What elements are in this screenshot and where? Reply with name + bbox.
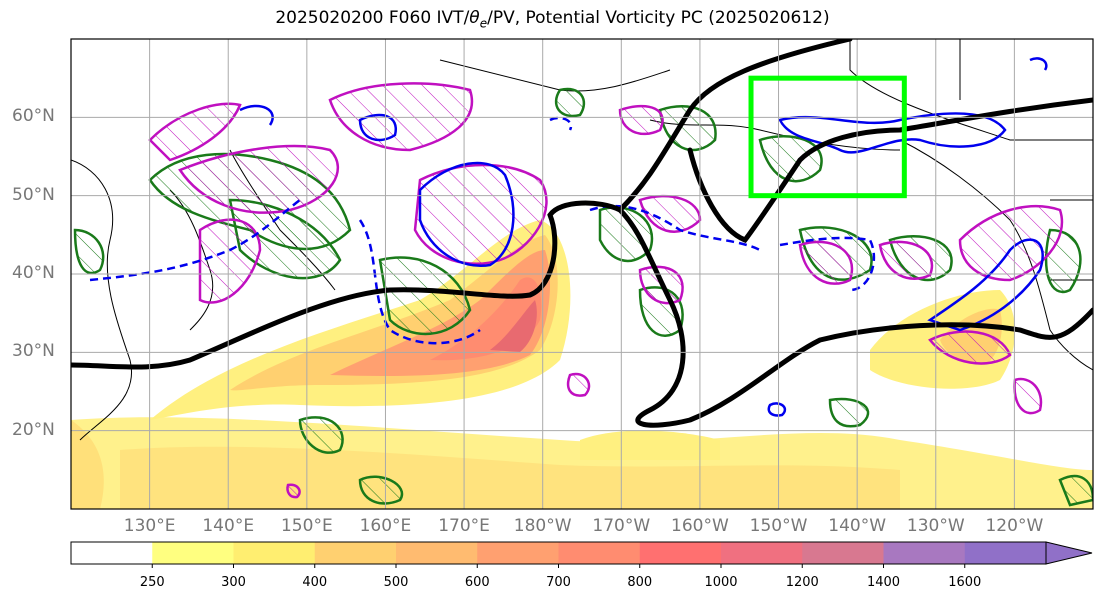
lon-label: 180°W [513, 516, 572, 536]
colorbar-segment [233, 542, 316, 564]
lon-label: 150°W [749, 516, 808, 536]
lat-label: 20°N [12, 419, 55, 440]
title-theta-sub: e [479, 16, 488, 31]
colorbar-tick-label: 800 [627, 575, 653, 590]
ivt-colorbar [70, 541, 1093, 568]
lat-label: 40°N [12, 263, 55, 283]
map-content [71, 39, 1093, 509]
lon-label: 120°W [985, 516, 1044, 536]
lat-label: 50°N [12, 184, 55, 205]
colorbar-tick-label: 250 [139, 575, 165, 590]
lon-label: 170°E [438, 516, 490, 536]
colorbar-segment [152, 542, 234, 564]
colorbar-segment [477, 542, 559, 564]
lon-label: 140°W [828, 516, 887, 536]
colorbar-segment [721, 542, 803, 564]
lon-label: 160°E [359, 516, 412, 536]
colorbar-tick-label: 1200 [785, 575, 819, 590]
title-main: 2025020200 F060 IVT/ [275, 8, 470, 28]
colorbar-segment [71, 542, 153, 564]
lon-label: 170°W [592, 516, 651, 536]
colorbar-tick-label: 700 [546, 575, 571, 590]
colorbar-segment [964, 542, 1047, 564]
colorbar-segment [314, 542, 397, 564]
lon-label: 160°W [671, 516, 729, 536]
plot-title: 2025020200 F060 IVT/θe/PV, Potential Vor… [0, 8, 1105, 30]
colorbar-tick-label: 1000 [704, 575, 738, 590]
colorbar-segment [558, 542, 641, 564]
title-theta: θ [469, 8, 480, 28]
lat-label: 60°N [12, 106, 55, 127]
title-rest: /PV, Potential Vorticity PC (2025020612) [487, 8, 830, 28]
colorbar-tick-label: 600 [464, 575, 490, 590]
map-gridlines [71, 39, 1093, 509]
colorbar-segment [802, 542, 884, 564]
colorbar-tick-label: 500 [383, 575, 409, 590]
lat-label: 30°N [12, 341, 55, 362]
target-region-box [748, 75, 907, 199]
colorbar-segment [396, 542, 478, 564]
lon-label: 140°E [202, 516, 255, 536]
lon-label: 130°E [123, 516, 176, 536]
colorbar-segment [639, 542, 722, 564]
lon-label: 150°E [280, 516, 333, 536]
map-frame [70, 38, 1094, 510]
lon-label: 130°W [906, 516, 965, 536]
colorbar-extend-arrow [1045, 541, 1093, 565]
colorbar-tick-label: 1600 [948, 575, 982, 590]
colorbar-tick-label: 1400 [866, 575, 901, 590]
colorbar-tick-label: 300 [221, 575, 246, 590]
colorbar-tick-label: 400 [302, 575, 328, 590]
colorbar-segment [883, 542, 966, 564]
